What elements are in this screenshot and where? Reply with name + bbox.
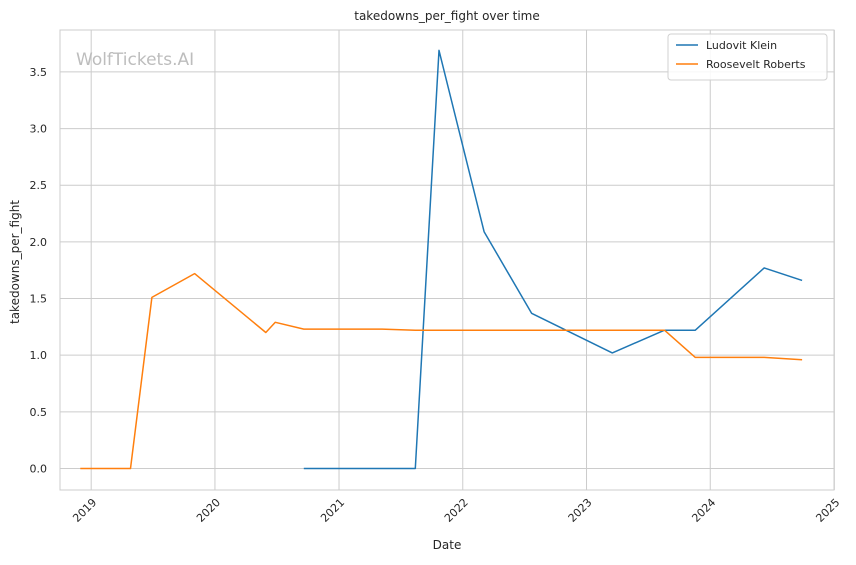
series-line-roosevelt-roberts: [80, 272, 803, 470]
x-tick-label: 2019: [70, 496, 99, 525]
x-tick-label: 2024: [689, 496, 718, 525]
x-tick-label: 2020: [194, 496, 223, 525]
plot-area-frame: [59, 29, 835, 491]
y-tick-label: 0.5: [30, 406, 48, 419]
x-tick-label: 2025: [813, 496, 842, 525]
y-axis-label: takedowns_per_fight: [8, 200, 22, 324]
x-tick-label: 2023: [566, 496, 595, 525]
y-tick-label: 3.0: [30, 123, 48, 136]
series-line-ludovit-klein: [303, 49, 803, 470]
legend-box: [667, 33, 828, 81]
legend-label: Ludovit Klein: [706, 39, 777, 52]
legend-label: Roosevelt Roberts: [706, 58, 806, 71]
legend: Ludovit Klein Roosevelt Roberts: [667, 33, 828, 81]
y-tick-label: 0.0: [30, 462, 48, 475]
y-tick-label: 2.0: [30, 236, 48, 249]
x-axis-label: Date: [433, 538, 462, 552]
x-tick-label: 2022: [442, 496, 471, 525]
y-tick-label: 2.5: [30, 179, 48, 192]
y-tick-label: 1.0: [30, 349, 48, 362]
x-tick-label: 2021: [318, 496, 347, 525]
chart-title: takedowns_per_fight over time: [354, 9, 540, 23]
watermark-text: WolfTickets.AI: [76, 50, 194, 70]
y-tick-label: 3.5: [30, 66, 48, 79]
y-tick-label: 1.5: [30, 293, 48, 306]
